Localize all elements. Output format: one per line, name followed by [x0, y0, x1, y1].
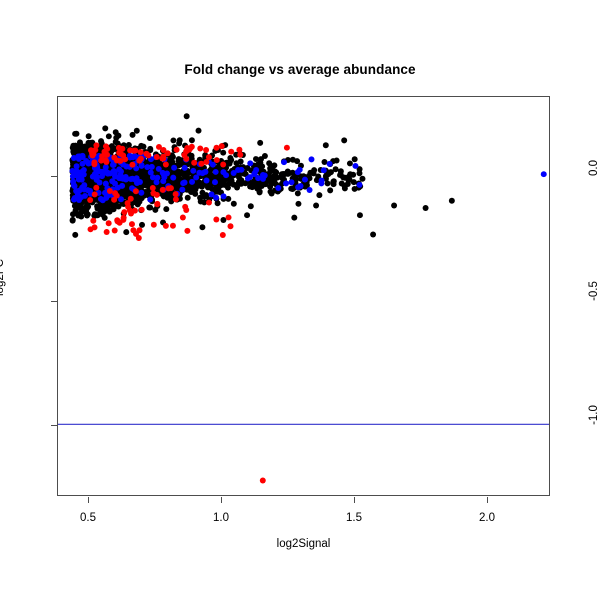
x-axis-label: log2Signal [276, 538, 331, 550]
data-points-layer [69, 113, 547, 484]
chart-title: Fold change vs average abundance [184, 62, 416, 77]
x-tickmark-0 [88, 497, 89, 503]
y-tickmark-1 [51, 301, 57, 302]
y-axis-label: log2FC [0, 258, 6, 296]
x-tick-label-2: 1.5 [346, 512, 362, 524]
x-tickmark-2 [354, 497, 355, 503]
y-tickmark-0 [51, 176, 57, 177]
y-tickmark-2 [51, 425, 57, 426]
x-tick-label-3: 2.0 [479, 512, 495, 524]
y-tick-label-0: 0.0 [588, 160, 600, 176]
x-tick-label-1: 1.0 [213, 512, 229, 524]
series-red-points [87, 142, 290, 484]
y-tick-label-2: -1.0 [588, 405, 600, 426]
x-tick-label-0: 0.5 [80, 512, 96, 524]
plot-area [57, 96, 550, 496]
x-tickmark-1 [221, 497, 222, 503]
x-tickmark-3 [487, 497, 488, 503]
y-tick-label-1: -0.5 [588, 281, 600, 302]
